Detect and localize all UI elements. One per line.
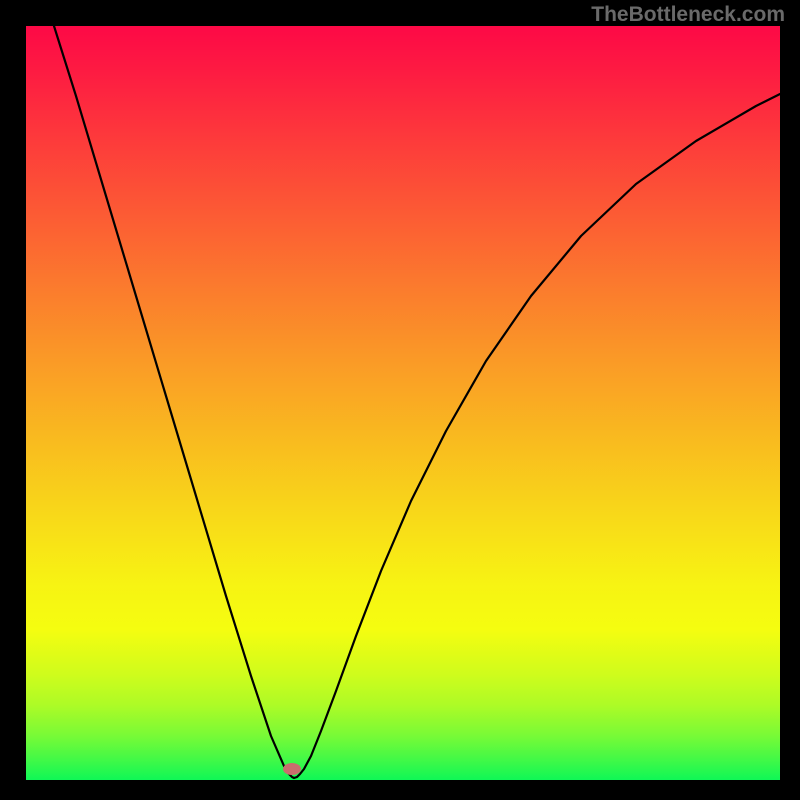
watermark-text: TheBottleneck.com bbox=[591, 3, 785, 27]
curve-line bbox=[26, 26, 780, 780]
plot-area bbox=[26, 26, 780, 780]
bottleneck-chart: TheBottleneck.com bbox=[0, 0, 800, 800]
